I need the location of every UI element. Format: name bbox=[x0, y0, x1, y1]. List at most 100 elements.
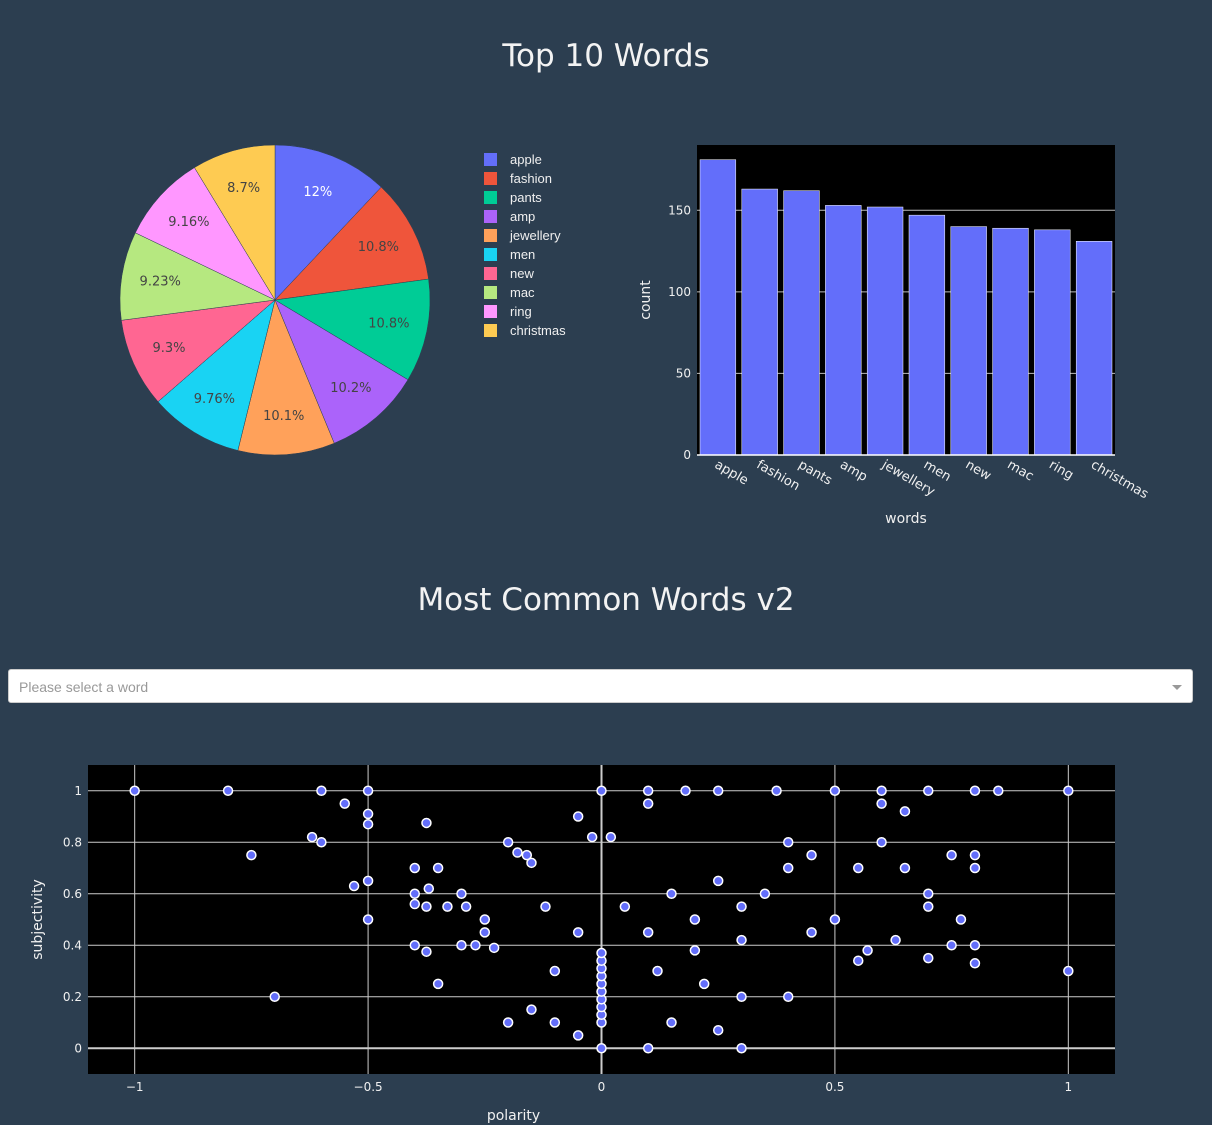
bar-pants bbox=[783, 190, 820, 456]
scatter-point bbox=[736, 991, 747, 1002]
scatter-point bbox=[899, 862, 911, 874]
scatter-point bbox=[460, 901, 472, 912]
chevron-down-icon[interactable] bbox=[1172, 685, 1182, 690]
scatter-point bbox=[442, 901, 453, 912]
scatter-point bbox=[409, 888, 421, 899]
legend-item-fashion[interactable]: fashion bbox=[484, 169, 566, 188]
scatter-point bbox=[129, 785, 140, 796]
scatter-point bbox=[421, 901, 432, 912]
legend-item-apple[interactable]: apple bbox=[484, 150, 566, 169]
pie-slice-label: 9.76% bbox=[194, 392, 235, 407]
scatter-point bbox=[432, 862, 444, 874]
bar-jewellery bbox=[866, 206, 904, 456]
legend-swatch bbox=[484, 153, 497, 166]
scatter-point bbox=[362, 808, 374, 820]
scatter-point bbox=[666, 1017, 677, 1028]
scatter-point bbox=[479, 914, 491, 925]
bar-xtick-label: christmas bbox=[1088, 457, 1151, 502]
pie-slice-label: 9.3% bbox=[153, 341, 186, 356]
legend-item-jewellery[interactable]: jewellery bbox=[484, 226, 566, 245]
scatter-ytick-label: 0.6 bbox=[63, 887, 82, 901]
scatter-point bbox=[526, 1004, 537, 1015]
legend-item-pants[interactable]: pants bbox=[484, 188, 566, 207]
scatter-point bbox=[1063, 785, 1074, 796]
bar-xtick-label: mac bbox=[1005, 457, 1037, 484]
top-words-title: Top 10 Words bbox=[502, 38, 710, 74]
bar-fashion bbox=[741, 188, 778, 456]
pie-chart: 12% 10.8% 10.8% 10.2% 10.1% 9.76% 9.3% 9.23% 9.1… bbox=[119, 144, 431, 456]
scatter-point bbox=[642, 927, 654, 938]
scatter-point bbox=[409, 940, 421, 951]
scatter-point bbox=[306, 831, 318, 843]
pie-slice-label: 9.16% bbox=[168, 215, 209, 230]
legend-label: christmas bbox=[510, 323, 566, 338]
scatter-xtick-label: −1 bbox=[126, 1080, 144, 1094]
scatter-point bbox=[876, 837, 887, 848]
scatter-point bbox=[409, 898, 421, 910]
scatter-point bbox=[526, 857, 537, 869]
scatter-point bbox=[698, 978, 710, 990]
scatter-point bbox=[421, 817, 432, 829]
legend-item-ring[interactable]: ring bbox=[484, 302, 566, 321]
scatter-point bbox=[549, 965, 561, 977]
scatter-chart: −1 −0.5 0 0.5 1 0 0.2 0.4 0.6 0.8 1 polarity subject… bbox=[30, 765, 1115, 1124]
legend-label: apple bbox=[510, 152, 542, 167]
pie-slice-ring bbox=[134, 167, 276, 301]
scatter-point bbox=[488, 942, 500, 954]
scatter-point bbox=[1063, 965, 1074, 977]
scatter-ytick-label: 0.8 bbox=[63, 835, 82, 849]
scatter-point bbox=[269, 991, 280, 1002]
scatter-point bbox=[946, 849, 957, 861]
scatter-ylabel: subjectivity bbox=[30, 879, 46, 960]
bar-ylabel: count bbox=[638, 280, 654, 320]
pie-slice-label: 10.2% bbox=[330, 381, 371, 396]
legend-item-mac[interactable]: mac bbox=[484, 283, 566, 302]
bar-apple bbox=[699, 159, 737, 456]
scatter-point bbox=[736, 934, 747, 946]
scatter-point bbox=[456, 888, 467, 899]
legend-label: jewellery bbox=[510, 228, 561, 243]
scatter-point bbox=[479, 927, 491, 938]
scatter-ytick-label: 0.4 bbox=[63, 938, 82, 952]
scatter-point bbox=[853, 862, 864, 874]
scatter-point bbox=[955, 914, 967, 925]
scatter-point bbox=[605, 831, 617, 843]
scatter-point bbox=[771, 785, 782, 796]
legend-item-amp[interactable]: amp bbox=[484, 207, 566, 226]
common-words-title: Most Common Words v2 bbox=[417, 582, 795, 618]
scatter-point bbox=[619, 901, 631, 912]
pie-legend: apple fashion pants amp jewellery men new mac ri… bbox=[484, 150, 566, 340]
legend-label: men bbox=[510, 247, 536, 262]
legend-label: new bbox=[510, 266, 534, 281]
legend-label: pants bbox=[510, 190, 542, 205]
scatter-point bbox=[946, 940, 957, 951]
legend-swatch bbox=[484, 229, 497, 242]
bar-xtick-label: amp bbox=[837, 457, 870, 484]
bar-xlabel: words bbox=[885, 511, 927, 527]
scatter-point bbox=[782, 837, 794, 848]
word-select-dropdown[interactable]: Please select a word bbox=[8, 669, 1193, 703]
scatter-point bbox=[362, 818, 374, 830]
scatter-point bbox=[923, 952, 934, 964]
scatter-point bbox=[712, 875, 724, 887]
scatter-point bbox=[969, 862, 981, 874]
bar-xtick-label: fashion bbox=[754, 457, 803, 494]
scatter-point bbox=[642, 1043, 654, 1054]
pie-slice-amp bbox=[274, 299, 409, 444]
legend-swatch bbox=[484, 191, 497, 204]
legend-item-men[interactable]: men bbox=[484, 245, 566, 264]
scatter-point bbox=[572, 811, 584, 822]
bar-xtick-label: ring bbox=[1046, 457, 1076, 483]
bar-xtick-label: apple bbox=[712, 457, 751, 488]
bar-christmas bbox=[1075, 241, 1113, 456]
scatter-point bbox=[409, 862, 421, 874]
scatter-point bbox=[348, 880, 360, 892]
scatter-point bbox=[969, 958, 981, 969]
pie-slice-men bbox=[157, 299, 276, 451]
legend-item-christmas[interactable]: christmas bbox=[484, 321, 566, 340]
scatter-xtick-label: 0 bbox=[598, 1080, 606, 1094]
legend-item-new[interactable]: new bbox=[484, 264, 566, 283]
pie-slice-christmas bbox=[194, 144, 276, 301]
scatter-xtick-label: 0.5 bbox=[825, 1080, 844, 1094]
scatter-point bbox=[586, 831, 598, 843]
